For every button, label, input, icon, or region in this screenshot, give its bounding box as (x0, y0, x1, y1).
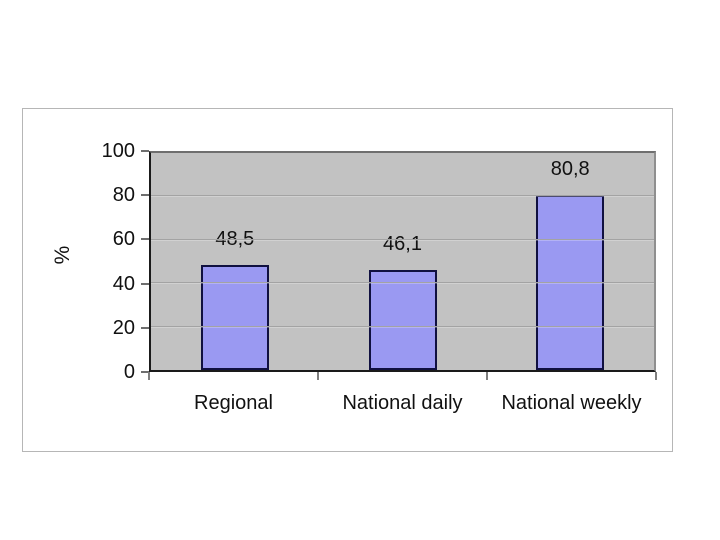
bar-regional[interactable] (200, 264, 269, 370)
y-tick-label: 100 (101, 140, 135, 162)
bar-national-daily[interactable] (368, 269, 437, 370)
gridline (151, 325, 654, 327)
bar-column: 80,8 (486, 153, 654, 370)
bar-value-label: 80,8 (550, 157, 590, 180)
x-tick-mark (485, 372, 488, 380)
bar-value-label: 48,5 (215, 227, 255, 250)
y-tick-label: 40 (112, 272, 135, 295)
plot-area: 48,5 46,1 80,8 (149, 151, 656, 372)
chart-container: % 0 20 40 60 80 100 48,5 46,1 80,8 Regional Nati… (22, 108, 673, 452)
gridline (151, 238, 654, 240)
y-axis: 0 20 40 60 80 100 (23, 141, 149, 382)
y-tick-mark (141, 371, 149, 373)
category-label: National weekly (501, 392, 642, 414)
x-axis: Regional National daily National weekly (148, 372, 657, 434)
y-tick-label: 60 (112, 228, 135, 251)
y-tick-mark (141, 150, 149, 152)
bars: 48,5 46,1 80,8 (151, 153, 654, 370)
category-label: National daily (342, 392, 463, 414)
y-tick-mark (141, 194, 149, 197)
gridline (151, 282, 654, 284)
category-label: Regional (194, 392, 273, 414)
gridline (151, 195, 654, 197)
y-tick-label: 0 (123, 361, 135, 383)
y-tick-mark (141, 282, 149, 285)
y-tick-label: 80 (112, 184, 135, 207)
y-tick-label: 20 (112, 316, 135, 339)
x-tick-mark (316, 372, 319, 380)
bar-column: 46,1 (319, 153, 487, 370)
y-tick-mark (141, 326, 149, 329)
bar-value-label: 46,1 (383, 232, 422, 255)
bar-column: 48,5 (151, 153, 319, 370)
y-tick-mark (141, 238, 149, 241)
x-tick-mark (655, 372, 657, 380)
x-tick-mark (148, 372, 150, 380)
